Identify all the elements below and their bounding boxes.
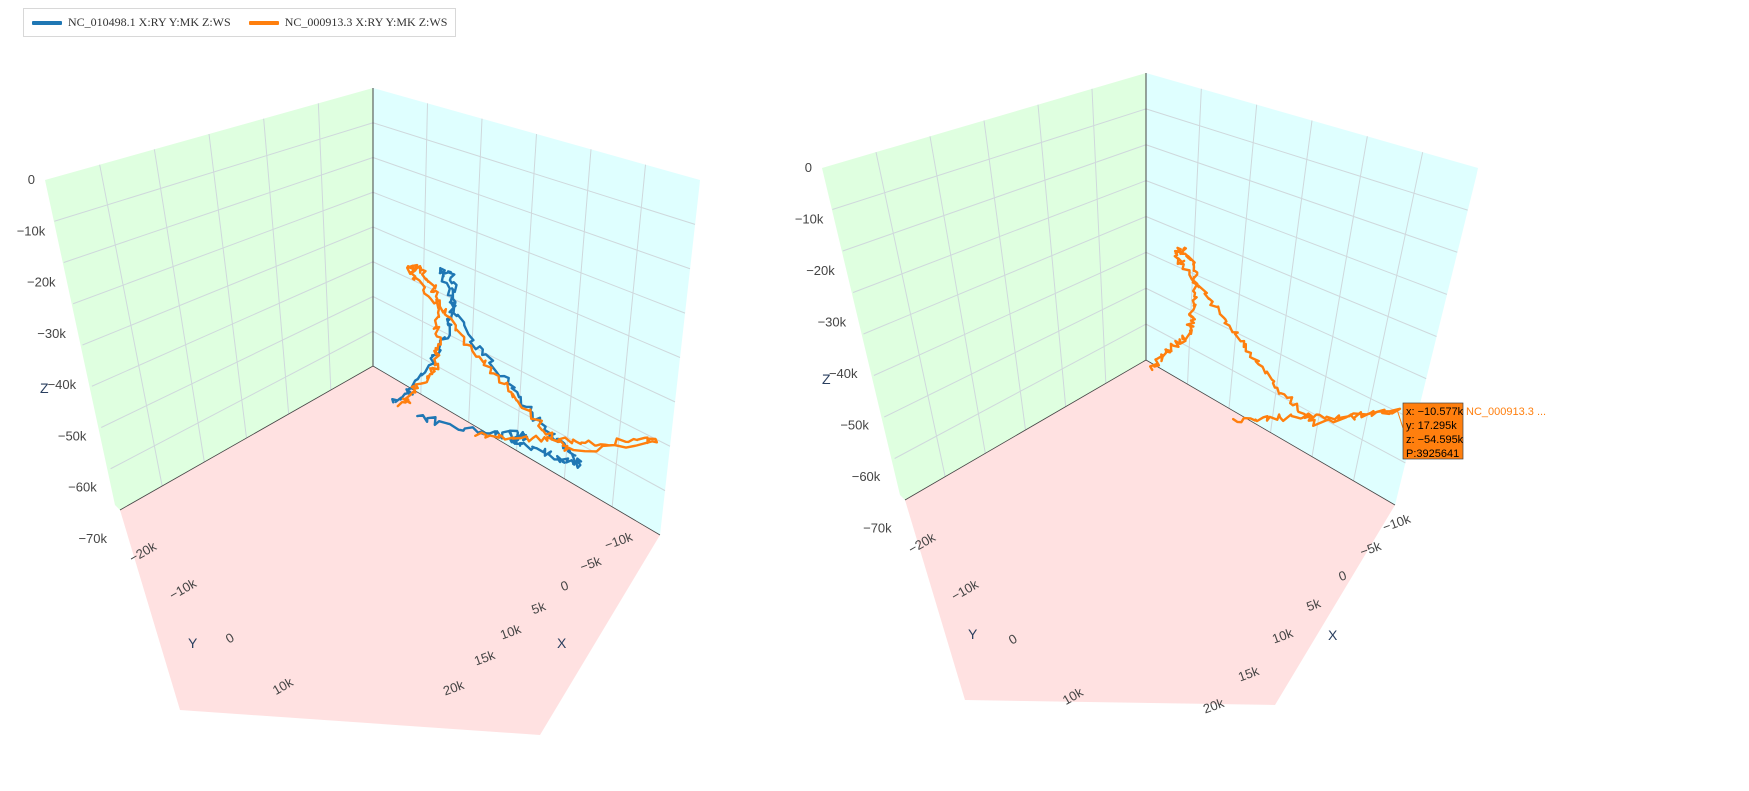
x-tick-label: 15k bbox=[1236, 663, 1261, 684]
legend-label: NC_010498.1 X:RY Y:MK Z:WS bbox=[68, 15, 231, 29]
xz-wall bbox=[1146, 73, 1478, 505]
grid-line bbox=[875, 152, 946, 477]
tooltip-line: x: −10.577k bbox=[1406, 406, 1464, 418]
x-tick-label: −5k bbox=[1358, 538, 1384, 560]
z-tick-label: −30k bbox=[37, 326, 66, 341]
grid-line bbox=[929, 136, 986, 454]
grid-line bbox=[563, 149, 592, 479]
scene-2[interactable]: 0−10k−20k−30k−40k−50k−60k−70k −10k−5k05k1… bbox=[581, 73, 1546, 716]
z-tick-label: −20k bbox=[27, 275, 56, 290]
grid-line bbox=[420, 103, 428, 395]
legend-item-nc-000913[interactable]: NC_000913.3 X:RY Y:MK Z:WS bbox=[248, 15, 448, 30]
x-tick-label: 0 bbox=[1336, 567, 1348, 584]
x-tick-label: 0 bbox=[558, 577, 570, 594]
y-axis-line bbox=[904, 359, 1147, 501]
yz-wall bbox=[822, 73, 1146, 500]
x-tick-label: −5k bbox=[578, 553, 604, 575]
grid-line bbox=[1353, 152, 1424, 481]
x-tick-label: 20k bbox=[1201, 695, 1226, 716]
z-tick-label: 0 bbox=[28, 172, 35, 187]
floor bbox=[905, 360, 1395, 705]
z-axis-title: Z bbox=[822, 371, 831, 387]
grid-line bbox=[468, 118, 483, 423]
z-tick-label: −10k bbox=[17, 223, 46, 238]
x-tick-label: 20k bbox=[441, 677, 466, 698]
x-axis-title: X bbox=[1328, 627, 1338, 643]
x-tick-label: 15k bbox=[472, 647, 497, 668]
tooltip-box bbox=[1402, 402, 1464, 460]
z-tick-label: −50k bbox=[58, 428, 87, 443]
y-axis-title: Y bbox=[968, 626, 978, 642]
grid-line bbox=[1311, 136, 1368, 457]
x-axis-line bbox=[1145, 359, 1396, 506]
legend-swatch-orange bbox=[248, 20, 279, 25]
z-tick-label: −30k bbox=[818, 315, 847, 330]
grid-line bbox=[99, 164, 163, 487]
tooltip-line: P:3925641 bbox=[1406, 448, 1459, 460]
z-tick-label: −50k bbox=[840, 418, 869, 433]
x-axis-line bbox=[372, 365, 661, 536]
z-tick-label: −60k bbox=[852, 469, 881, 484]
grid-line bbox=[611, 164, 646, 507]
z-tick-label: −10k bbox=[795, 212, 824, 227]
x-axis-title: X bbox=[557, 635, 567, 651]
grid-line bbox=[317, 103, 332, 391]
z-tick-label: −40k bbox=[48, 377, 77, 392]
z-axis-title: Z bbox=[40, 380, 49, 396]
legend-label: NC_000913.3 X:RY Y:MK Z:WS bbox=[284, 15, 448, 29]
grid-line bbox=[1091, 88, 1107, 384]
grid-line bbox=[983, 120, 1026, 431]
tooltip-line: y: 17.295k bbox=[1406, 420, 1457, 432]
legend: NC_010498.1 X:RY Y:MK Z:WS NC_000913.3 X… bbox=[23, 8, 457, 37]
z-tick-label: −20k bbox=[806, 263, 835, 278]
yz-wall bbox=[45, 88, 373, 510]
grid-line bbox=[263, 118, 290, 415]
tooltip-line: z: −54.595k bbox=[1406, 434, 1464, 446]
z-tick-label: 0 bbox=[805, 160, 812, 175]
x-tick-label: 5k bbox=[529, 598, 548, 617]
z-tick-label: −70k bbox=[863, 521, 892, 536]
x-tick-label: 10k bbox=[1270, 625, 1295, 646]
y-axis-title: Y bbox=[188, 635, 198, 651]
grid-line bbox=[153, 149, 205, 463]
legend-swatch-blue bbox=[32, 20, 62, 25]
legend-item-nc-010498[interactable]: NC_010498.1 X:RY Y:MK Z:WS bbox=[32, 15, 231, 30]
series-line-1[interactable] bbox=[1148, 246, 1402, 427]
grid-line bbox=[1037, 104, 1067, 407]
grid-line bbox=[208, 133, 247, 439]
grid-line bbox=[1270, 120, 1313, 433]
floor bbox=[120, 366, 660, 735]
z-tick-label: −60k bbox=[68, 480, 97, 495]
grid-line bbox=[1228, 104, 1258, 409]
z-tick-label: −40k bbox=[829, 366, 858, 381]
scene-1[interactable]: 0−10k−20k−30k−40k−50k−60k−70k −10k−5k05k1… bbox=[0, 88, 700, 735]
series-line-2[interactable] bbox=[396, 263, 659, 453]
y-axis-line bbox=[119, 365, 374, 511]
x-tick-label: 5k bbox=[1304, 595, 1323, 614]
x-tick-label: 10k bbox=[498, 621, 523, 642]
tooltip-pointer bbox=[1396, 410, 1404, 429]
tooltip-series-name: NC_000913.3 ... bbox=[1466, 406, 1546, 418]
z-tick-label: −70k bbox=[78, 531, 107, 546]
